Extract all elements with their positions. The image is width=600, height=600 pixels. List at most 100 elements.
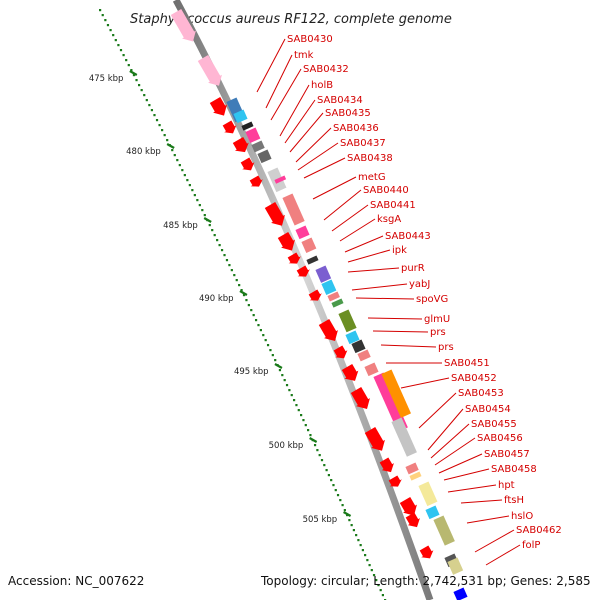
scale-tick-label: 495 kbp bbox=[234, 367, 269, 377]
scale-dot bbox=[203, 214, 206, 217]
gene-label: SAB0457 bbox=[484, 449, 530, 460]
gene-leader-line bbox=[430, 423, 470, 459]
scale-dot bbox=[318, 454, 321, 457]
gene-label: SAB0462 bbox=[516, 525, 562, 536]
scale-dot bbox=[339, 499, 342, 502]
scale-dot bbox=[361, 549, 364, 552]
feature-block bbox=[364, 362, 379, 377]
gene-leader-line bbox=[447, 484, 497, 493]
gene-leader-line bbox=[427, 408, 464, 451]
scale-dot bbox=[225, 259, 229, 262]
scale-dot bbox=[233, 274, 236, 277]
scale-dot bbox=[114, 39, 117, 42]
scale-dot bbox=[366, 559, 369, 562]
scale-dot bbox=[109, 29, 112, 32]
scale-dot bbox=[379, 589, 382, 592]
gene-label: SAB0452 bbox=[451, 373, 497, 384]
scale-dot bbox=[127, 64, 130, 67]
cds-arrow bbox=[264, 202, 285, 226]
feature-block bbox=[295, 225, 310, 240]
scale-dot bbox=[259, 329, 262, 332]
feature-block bbox=[425, 505, 440, 520]
scale-dot bbox=[355, 534, 358, 537]
gene-leader-line bbox=[279, 84, 310, 137]
feature-block bbox=[433, 515, 455, 546]
scale-dot bbox=[302, 419, 305, 422]
gene-leader-line bbox=[303, 157, 346, 179]
gene-leader-line bbox=[380, 344, 437, 348]
feature-block bbox=[301, 237, 317, 253]
cds-arrow bbox=[222, 120, 237, 134]
gene-leader-line bbox=[474, 529, 515, 553]
gene-label: ipk bbox=[392, 245, 407, 256]
scale-dot bbox=[196, 199, 199, 202]
scale-dot bbox=[135, 79, 138, 82]
scale-dot bbox=[101, 14, 104, 17]
gene-label: ftsH bbox=[504, 495, 524, 506]
scale-dot bbox=[252, 314, 255, 317]
feature-block bbox=[405, 462, 419, 475]
scale-tick bbox=[343, 511, 352, 517]
scale-dot bbox=[201, 209, 204, 212]
scale-dot bbox=[370, 569, 373, 572]
scale-dot bbox=[274, 359, 277, 362]
scale-dot bbox=[176, 159, 179, 162]
gene-leader-line bbox=[344, 235, 384, 253]
gene-label: SAB0453 bbox=[458, 388, 504, 399]
gene-label: hslO bbox=[511, 511, 533, 522]
scale-dot bbox=[247, 304, 250, 307]
scale-dot bbox=[262, 334, 265, 337]
gene-leader-line bbox=[372, 330, 429, 333]
gene-label: SAB0437 bbox=[340, 138, 386, 149]
gene-leader-line bbox=[312, 176, 357, 200]
feature-block bbox=[357, 349, 371, 362]
gene-label: purR bbox=[401, 263, 425, 274]
scale-dot bbox=[188, 184, 191, 187]
scale-dot bbox=[117, 44, 120, 47]
gene-leader-line bbox=[295, 127, 332, 163]
scale-dot bbox=[250, 309, 253, 312]
gene-label: holB bbox=[311, 80, 333, 91]
scale-dot bbox=[343, 509, 346, 512]
cds-arrow bbox=[399, 497, 417, 516]
scale-dot bbox=[211, 229, 214, 232]
gene-leader-line bbox=[466, 515, 510, 524]
gene-leader-line bbox=[284, 99, 316, 144]
cds-arrow bbox=[240, 157, 255, 171]
cds-arrow bbox=[350, 387, 370, 410]
scale-tick bbox=[239, 290, 248, 296]
scale-dot bbox=[327, 474, 330, 477]
scale-dot bbox=[140, 89, 143, 92]
gene-leader-line bbox=[256, 38, 286, 93]
feature-block bbox=[409, 471, 422, 481]
scale-dot bbox=[352, 529, 356, 532]
feature-block bbox=[331, 298, 344, 308]
gene-label: ksgA bbox=[377, 214, 401, 225]
scale-dot bbox=[254, 319, 258, 322]
scale-dot bbox=[264, 339, 267, 342]
feature-block bbox=[315, 265, 332, 283]
scale-dot bbox=[334, 489, 337, 492]
scale-dot bbox=[381, 594, 384, 597]
gene-leader-line bbox=[331, 204, 369, 232]
scale-dot bbox=[178, 164, 181, 167]
feature-block bbox=[251, 140, 265, 153]
gene-leader-line bbox=[347, 249, 391, 263]
cds-arrow bbox=[197, 55, 222, 86]
gene-label: SAB0436 bbox=[333, 123, 379, 134]
gene-label: tmk bbox=[294, 50, 314, 61]
scale-dot bbox=[145, 99, 148, 102]
scale-dot bbox=[266, 344, 270, 347]
feature-block bbox=[321, 279, 337, 295]
gene-label: SAB0454 bbox=[465, 404, 511, 415]
scale-dot bbox=[372, 574, 376, 577]
scale-dot bbox=[316, 449, 319, 452]
gene-leader-line bbox=[351, 283, 408, 291]
scale-dot bbox=[132, 74, 136, 77]
scale-dot bbox=[320, 459, 324, 462]
gene-leader-line bbox=[400, 377, 450, 389]
gene-label: metG bbox=[358, 172, 386, 183]
scale-dot bbox=[228, 264, 231, 267]
scale-dot bbox=[281, 374, 284, 377]
